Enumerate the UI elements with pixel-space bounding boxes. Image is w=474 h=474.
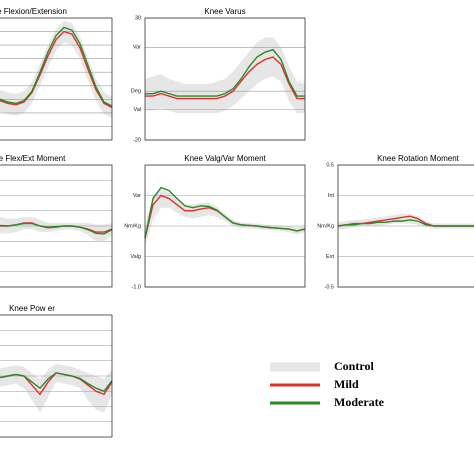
- legend-label: Moderate: [334, 395, 385, 409]
- y-tick-label: -20: [133, 137, 141, 143]
- plot-frame: [144, 17, 306, 141]
- control-band: [0, 363, 112, 413]
- y-tick-label: 30: [135, 15, 141, 21]
- series-line: [0, 222, 113, 235]
- control-band: [145, 189, 305, 248]
- panel-title: e Flex/Ext Moment: [0, 154, 66, 163]
- legend-label: Control: [334, 359, 374, 373]
- series-line: [145, 48, 305, 97]
- y-tick-label: 0.5: [326, 162, 334, 168]
- control-band: [145, 37, 305, 114]
- y-tick-label: Var: [133, 45, 141, 51]
- series-line: [145, 56, 305, 100]
- panel-title: Knee Rotation Moment: [377, 154, 460, 163]
- series-line: [0, 372, 113, 393]
- panel-title: Knee Pow er: [9, 304, 55, 313]
- plot-frame: [144, 164, 306, 288]
- y-tick-label: Val: [133, 107, 141, 113]
- plot-frame: [0, 164, 113, 288]
- panel-title: Knee Valg/Var Moment: [184, 154, 266, 163]
- y-tick-label: -1.0: [132, 284, 141, 290]
- y-tick-label: Nm/Kg: [124, 223, 141, 229]
- y-tick-label: Int: [328, 193, 335, 199]
- control-band: [0, 20, 112, 119]
- y-tick-label: Valg: [130, 254, 141, 260]
- series-line: [337, 219, 474, 227]
- panel-title: Knee Varus: [204, 7, 245, 16]
- y-tick-label: Nm/Kg: [317, 223, 334, 229]
- y-tick-label: Ext: [326, 254, 334, 260]
- plot-frame: [0, 17, 113, 141]
- series-line: [0, 30, 113, 109]
- plot-frame: [0, 314, 113, 438]
- y-tick-label: Var: [133, 193, 141, 199]
- series-line: [0, 26, 113, 107]
- series-line: [0, 372, 113, 396]
- panel-title: e Flexion/Extension: [0, 7, 67, 16]
- y-tick-label: Deg: [131, 89, 141, 95]
- y-tick-label: -0.5: [325, 284, 334, 290]
- plot-frame: [337, 164, 474, 288]
- series-line: [144, 186, 306, 239]
- legend-label: Mild: [334, 377, 359, 391]
